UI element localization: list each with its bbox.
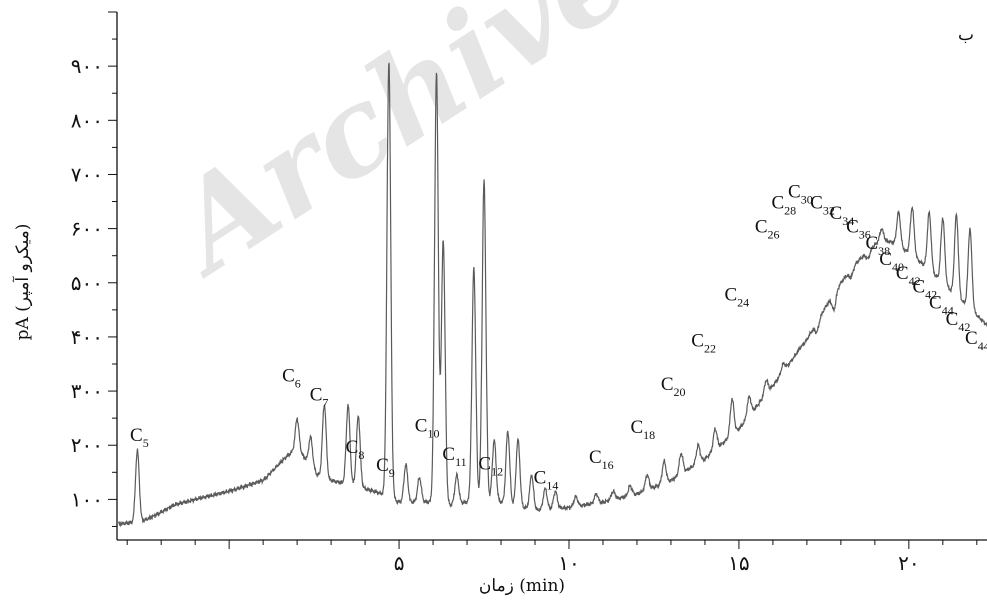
y-tick-label: ۶۰۰ (71, 217, 103, 241)
x-axis-title: زمان (min) (479, 576, 565, 596)
y-tick-label: ۳۰۰ (71, 379, 103, 403)
x-tick-label: ۵ (394, 551, 405, 575)
y-tick-label: ۸۰۰ (71, 108, 103, 132)
y-tick-label: ۷۰۰ (71, 162, 103, 186)
axes (116, 12, 987, 541)
tick-group: ۵ ۱۰ ۱۵ ۲۰ ۱۰۰ ۲۰۰ ۳۰۰ ۴۰۰ ۵۰۰ ۶۰۰ ۷۰۰ ۸۰۰ ۹۰۰ (71, 11, 978, 575)
peak-label-C44: C44 (965, 328, 987, 353)
chromatogram-trace (118, 62, 987, 528)
peak-label-C36: C36 (846, 217, 871, 242)
peak-label-C8: C8 (346, 437, 365, 462)
peak-label-C34: C34 (830, 203, 855, 228)
y-axis-title: pA (میکرو آمپر) (11, 224, 33, 341)
x-tick-label: ۲۰ (898, 551, 919, 575)
peak-label-C42: C42 (946, 309, 971, 334)
x-tick-label: ۱۵ (728, 551, 749, 575)
peak-label-C5: C5 (130, 425, 149, 450)
peak-label-C20: C20 (661, 374, 686, 399)
peak-label-C14: C14 (534, 467, 559, 492)
y-tick-label: ۴۰۰ (71, 325, 103, 349)
peak-label-C12: C12 (478, 453, 503, 478)
peak-label-C40: C40 (879, 249, 904, 274)
peak-label-C6: C6 (282, 366, 301, 391)
peak-label-C16: C16 (589, 447, 614, 472)
peak-label-C42: C42 (912, 276, 937, 301)
peak-label-C22: C22 (691, 330, 716, 355)
peak-label-C44: C44 (929, 293, 954, 318)
peak-label-C30: C30 (788, 182, 813, 207)
peak-label-C42: C42 (896, 263, 921, 288)
peak-label-C9: C9 (376, 455, 395, 480)
peak-label-C38: C38 (865, 233, 890, 258)
y-tick-label: ۹۰۰ (71, 54, 103, 78)
peak-label-C24: C24 (724, 284, 749, 309)
y-tick-label: ۵۰۰ (71, 271, 103, 295)
peak-label-C18: C18 (630, 417, 655, 442)
peak-label-C11: C11 (442, 444, 466, 469)
y-tick-label: ۲۰۰ (71, 433, 103, 457)
peak-label-C28: C28 (771, 192, 796, 217)
x-tick-label: ۱۰ (558, 551, 579, 575)
y-tick-label: ۱۰۰ (71, 487, 103, 511)
peak-label-C10: C10 (415, 415, 440, 440)
peak-label-C7: C7 (310, 385, 329, 410)
peak-label-C26: C26 (755, 217, 780, 242)
peak-label-C32: C32 (810, 192, 835, 217)
panel-label: ب (958, 25, 974, 45)
